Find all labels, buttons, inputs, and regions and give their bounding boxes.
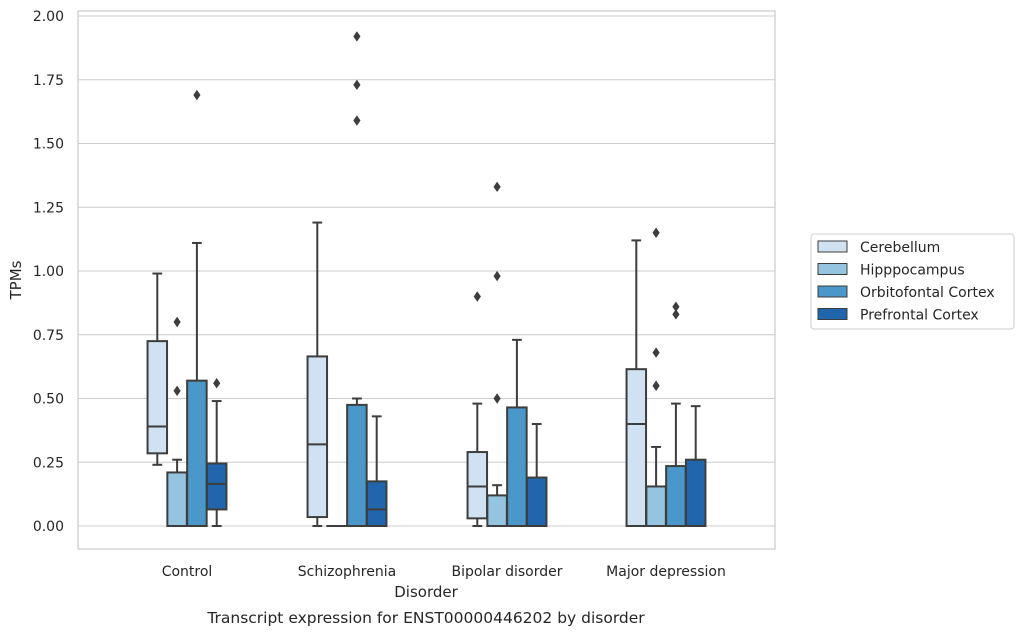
y-tick-label: 0.50 xyxy=(33,392,64,408)
box xyxy=(506,406,528,527)
legend-label: Hipppocampus xyxy=(860,263,965,279)
x-tick-label: Schizophrenia xyxy=(298,564,396,580)
box xyxy=(525,476,548,527)
legend: Cerebellum Hipppocampus Orbitofontal Corte… xyxy=(810,233,1015,330)
outlier-point xyxy=(652,227,660,238)
box xyxy=(306,355,329,519)
box xyxy=(645,485,667,528)
y-tick-label: 1.75 xyxy=(33,73,64,89)
outlier-point xyxy=(353,79,361,91)
legend-frame xyxy=(810,233,1015,330)
y-tick-label: 1.00 xyxy=(33,264,64,280)
box xyxy=(186,379,208,527)
legend-swatch xyxy=(817,240,848,253)
box xyxy=(486,494,508,527)
outlier-point xyxy=(493,181,501,193)
y-tick-label: 2.00 xyxy=(33,9,64,25)
legend-swatch xyxy=(817,285,848,298)
box xyxy=(365,480,388,527)
series-orbitofontal-cortex xyxy=(186,31,687,528)
outlier-point xyxy=(652,347,660,358)
outlier-point xyxy=(353,31,361,42)
outlier-point xyxy=(493,270,501,282)
legend-swatch xyxy=(817,308,848,320)
outlier-point xyxy=(672,309,680,320)
legend-label: Cerebellum xyxy=(860,240,940,256)
y-tick-label: 0.75 xyxy=(33,328,64,344)
x-tick-labels: Control Schizophrenia Bipolar disorder Majo… xyxy=(162,564,726,580)
x-tick-label: Major depression xyxy=(606,564,726,580)
box xyxy=(166,471,188,528)
y-tick-label: 1.50 xyxy=(33,137,64,153)
outlier-point xyxy=(193,89,201,101)
series-prefrontal-cortex xyxy=(205,378,707,528)
outlier-point xyxy=(672,301,680,312)
x-axis-title: Disorder xyxy=(394,583,458,601)
outlier-point xyxy=(213,378,221,389)
y-tick-labels: 0.00 0.25 0.50 0.75 1.00 1.25 1.50 1.75 2.00 xyxy=(33,9,64,535)
y-tick-label: 0.00 xyxy=(33,519,64,535)
box-series xyxy=(146,31,707,528)
legend-label: Orbitofontal Cortex xyxy=(860,285,995,301)
box xyxy=(205,462,228,511)
box xyxy=(346,403,368,527)
legend-swatch xyxy=(817,263,848,275)
x-tick-label: Bipolar disorder xyxy=(451,564,562,580)
outlier-point xyxy=(173,316,181,328)
box xyxy=(146,340,169,455)
box xyxy=(684,458,707,528)
y-tick-label: 1.25 xyxy=(33,200,64,216)
outlier-point xyxy=(652,380,660,391)
y-axis-title: TPMs xyxy=(7,260,25,300)
x-tick-label: Control xyxy=(162,564,213,580)
y-tick-label: 0.25 xyxy=(33,455,64,471)
series-cerebellum xyxy=(146,221,648,527)
box xyxy=(665,465,687,528)
outlier-point xyxy=(173,385,181,397)
outlier-point xyxy=(493,393,501,404)
outlier-point xyxy=(473,291,481,302)
box xyxy=(625,368,648,527)
outlier-point xyxy=(353,115,361,126)
box xyxy=(466,451,489,520)
chart-caption: Transcript expression for ENST0000044620… xyxy=(206,609,645,627)
legend-label: Prefrontal Cortex xyxy=(860,308,979,324)
